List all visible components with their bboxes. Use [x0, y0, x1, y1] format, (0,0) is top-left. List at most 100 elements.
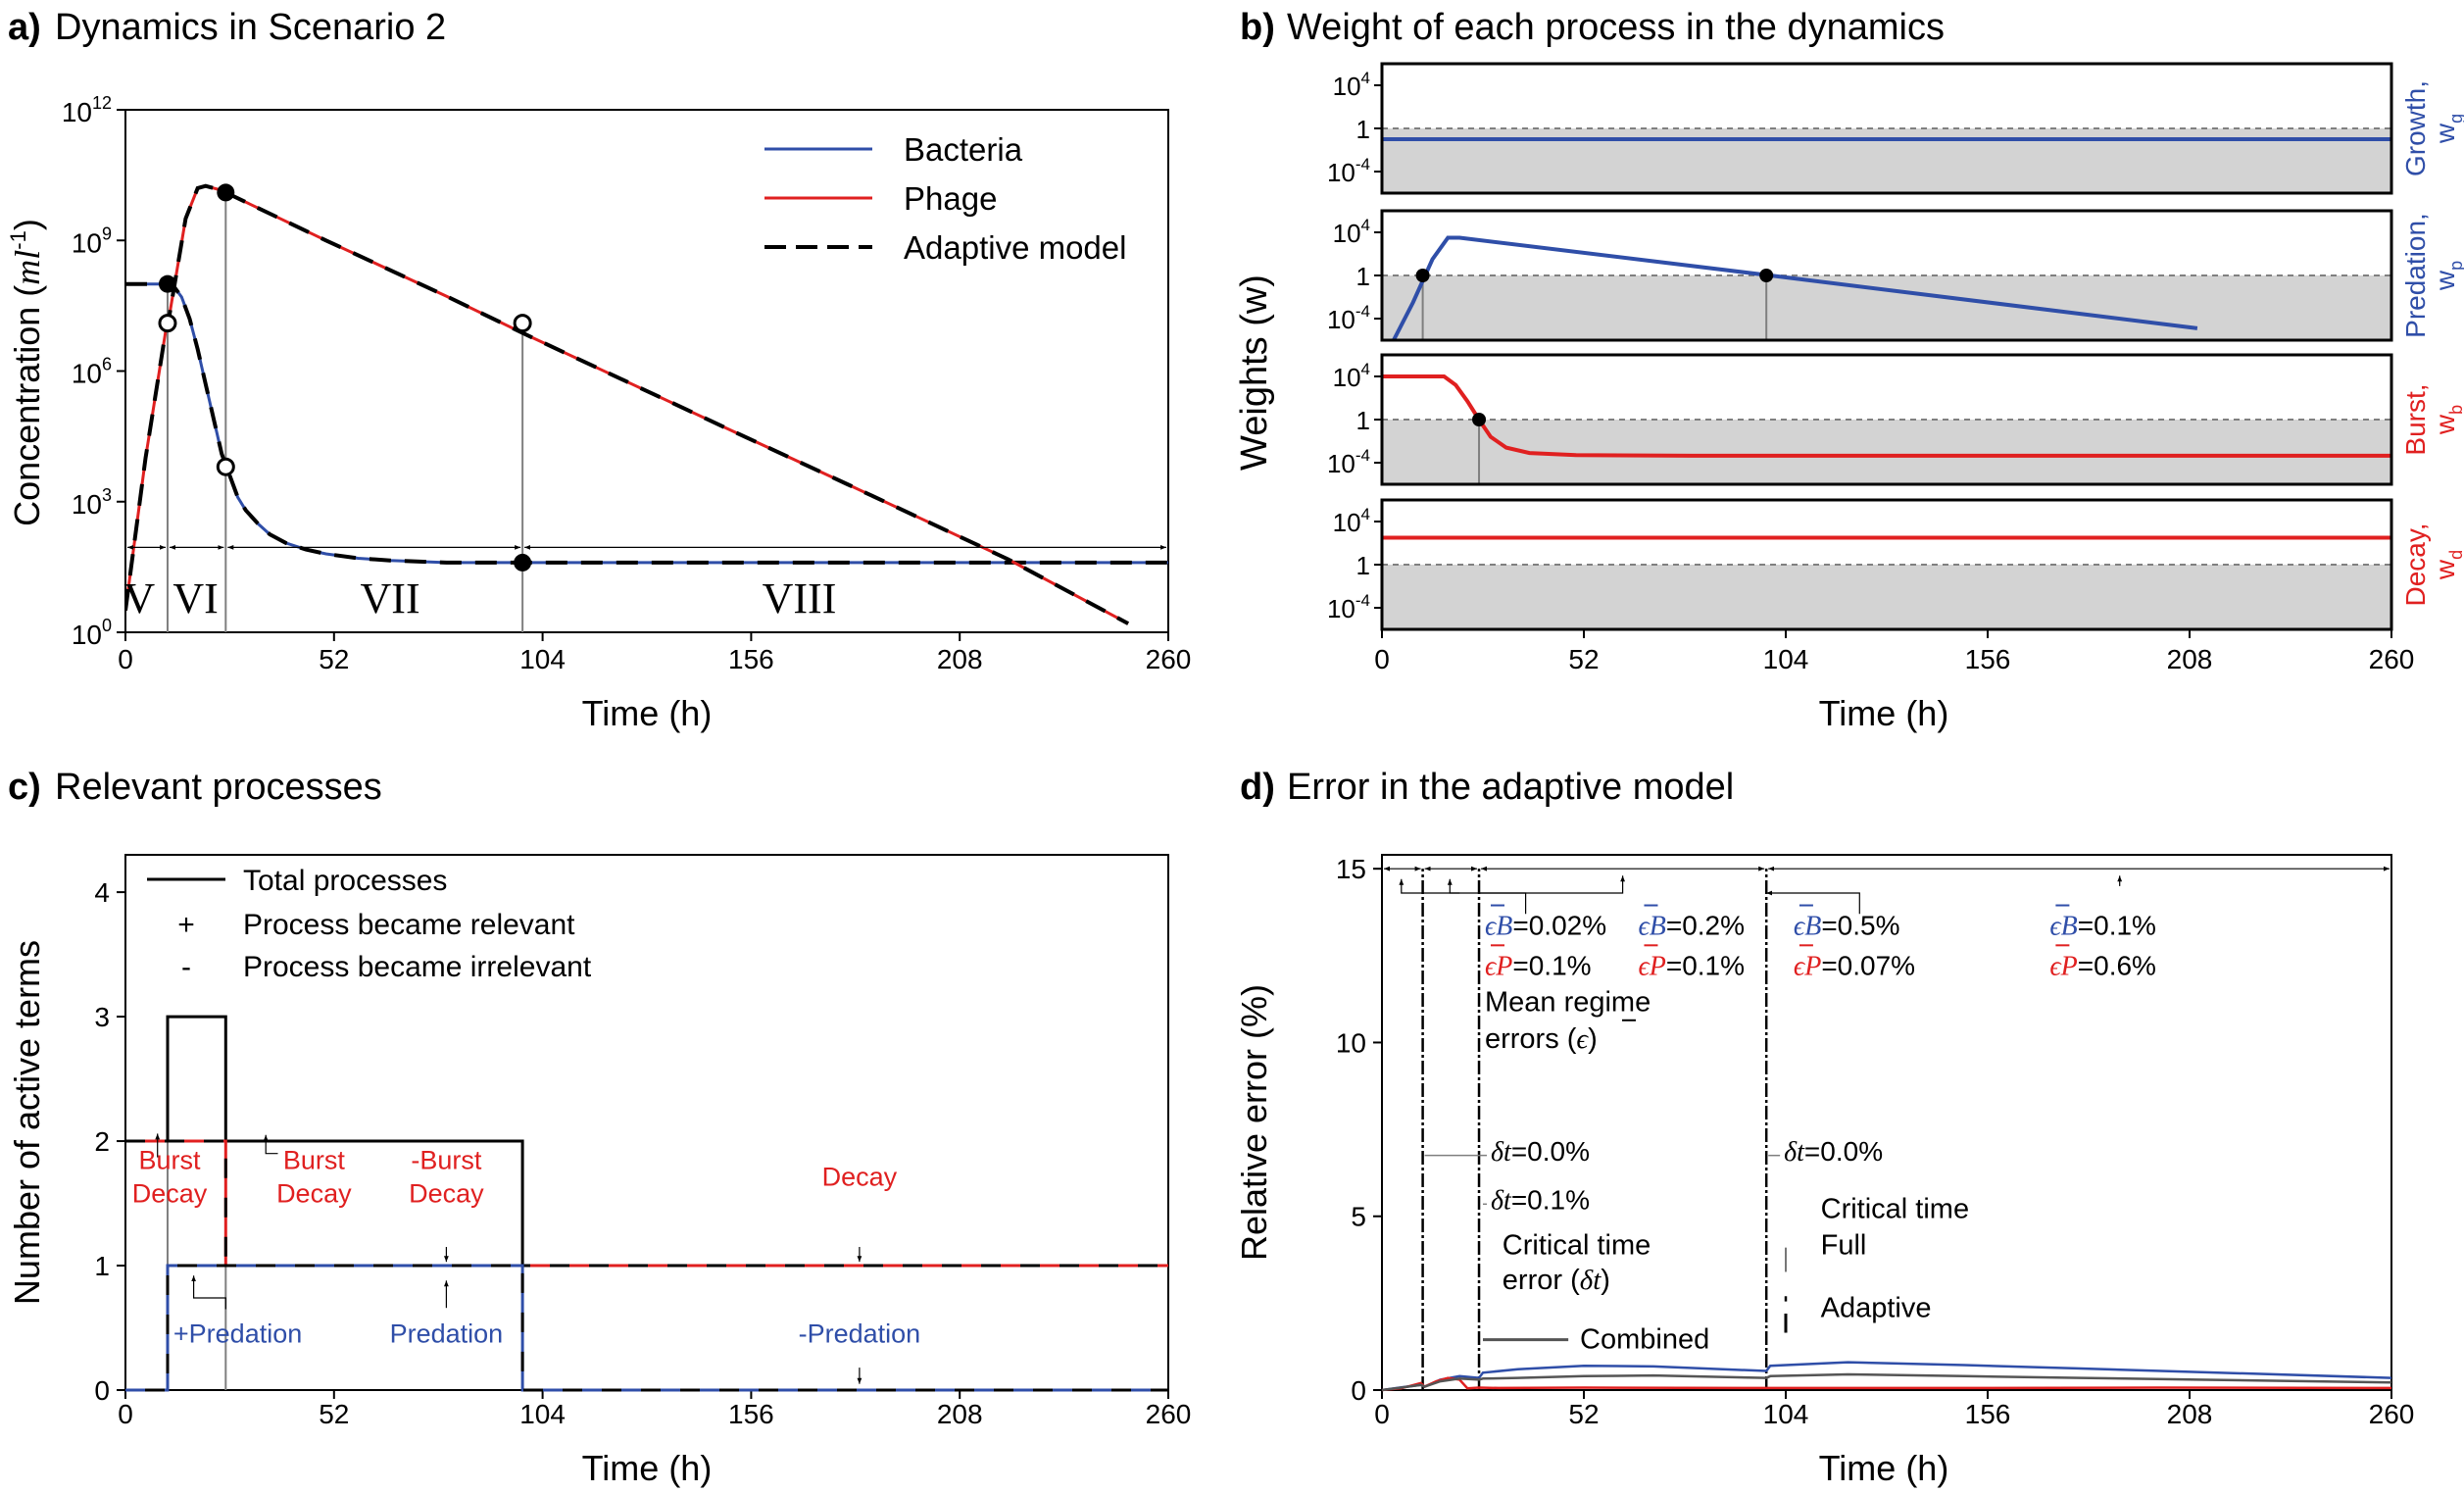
- c-phage-dash: [125, 1139, 1168, 1268]
- panel-c-title: Relevant processes: [55, 767, 382, 808]
- d-mean-error-p-0: ϵP=0.1%: [1485, 950, 1592, 981]
- b-process-label-2: Burst,wb: [2400, 383, 2464, 455]
- b-ytick-label-0-1: 1: [1356, 115, 1370, 144]
- a-xtick-label-4: 208: [937, 644, 983, 674]
- c-annotation-5-0: Predation: [390, 1319, 504, 1349]
- b-xtick-label-0: 0: [1374, 644, 1390, 674]
- d-ytick-label-1: 5: [1351, 1202, 1366, 1232]
- d-xtick-label-2: 104: [1763, 1399, 1809, 1429]
- b-ytick-label-3-2: 10-4: [1327, 591, 1370, 623]
- b-xtick-label-2: 104: [1763, 644, 1809, 674]
- a-open-marker-2: [513, 314, 532, 333]
- b-ytick-label-3-1: 1: [1356, 551, 1370, 580]
- c-xtick-label-5: 260: [1146, 1399, 1192, 1429]
- c-annotation-3-0: Decay: [822, 1163, 898, 1192]
- panel-d-label: d): [1240, 767, 1275, 808]
- c-xtick-label-3: 156: [728, 1399, 774, 1429]
- c-ytick-label-3: 3: [94, 1002, 110, 1032]
- d-ytick-label-3: 15: [1336, 854, 1366, 884]
- c-annotation-4-0: +Predation: [173, 1319, 302, 1349]
- a-adaptive-phage: [125, 183, 1130, 625]
- c-total-line: [125, 1015, 1168, 1268]
- legend-label-phage: Phage: [904, 180, 997, 217]
- c-annotation-1-0: Burst: [283, 1146, 346, 1175]
- d-mean-error-p-3: ϵP=0.6%: [2049, 950, 2156, 981]
- d-crit-adaptive-label: Adaptive: [1821, 1293, 1932, 1324]
- a-xtick-label-3: 156: [728, 644, 774, 674]
- legend-label-adaptive: Adaptive model: [904, 229, 1126, 266]
- a-solid-marker-0: [158, 274, 176, 293]
- d-connector-0: [1399, 878, 1527, 915]
- d-mean-error-b-0: ϵB=0.02%: [1485, 911, 1606, 942]
- b-ytick-label-1-0: 104: [1333, 216, 1370, 248]
- d-connector-3: [1766, 890, 1860, 915]
- a-xtick-label-5: 260: [1146, 644, 1192, 674]
- d-xtick-label-4: 208: [2167, 1399, 2213, 1429]
- a-adaptive-bacteria: [125, 281, 1168, 565]
- panel-c: c) Relevant processes 0 52 104 156 208 260 0 1 2…: [7, 767, 1191, 1488]
- d-crit-error-label-0: Critical time: [1503, 1230, 1651, 1262]
- a-ytick-label-1: 103: [72, 485, 112, 520]
- b-irrelevant-band-1: [1382, 275, 2391, 340]
- c-xtick-label-1: 52: [319, 1399, 349, 1429]
- c-ytick-label-1: 1: [94, 1251, 110, 1281]
- panel-a-frame: [124, 109, 1169, 633]
- b-irrelevant-band-3: [1382, 565, 2391, 629]
- c-xtick-label-0: 0: [118, 1399, 133, 1429]
- d-mean-regime-label-1: errors (ϵ): [1485, 1023, 1598, 1055]
- a-xtick-label-1: 52: [319, 644, 349, 674]
- d-critical-error-1: δt=0.1%: [1491, 1185, 1590, 1217]
- legend-label-total: Total processes: [243, 865, 447, 897]
- b-ytick-label-3-0: 104: [1333, 505, 1370, 537]
- b-ytick-label-2-1: 1: [1356, 406, 1370, 435]
- a-xtick-label-0: 0: [118, 644, 133, 674]
- legend-label-relevant: Process became relevant: [243, 909, 575, 941]
- legend-symbol-minus: -: [181, 951, 191, 983]
- a-ytick-label-2: 106: [72, 355, 112, 389]
- d-critical-error-0: δt=0.0%: [1491, 1136, 1590, 1168]
- panel-a-legend: Bacteria Phage Adaptive model: [764, 131, 1126, 266]
- d-ytick-label-2: 10: [1336, 1027, 1366, 1058]
- b-ytick-label-2-2: 10-4: [1327, 446, 1370, 478]
- b-ytick-label-0-0: 104: [1333, 69, 1370, 101]
- panel-d-xlabel: Time (h): [1819, 1448, 1949, 1488]
- c-annotation-0-1: Decay: [132, 1179, 208, 1209]
- a-regime-label-1: VI: [172, 574, 218, 622]
- b-marker-1-0: [1415, 269, 1430, 282]
- c-annotation-2-1: Decay: [409, 1179, 484, 1209]
- c-annotation-1-1: Decay: [276, 1179, 352, 1209]
- panel-a: a) Dynamics in Scenario 2 0 52 104 156 208 26…: [6, 7, 1191, 733]
- d-xtick-label-0: 0: [1374, 1399, 1390, 1429]
- panel-b-plot: 104 1 10-4 Growth,wg 104 1 10-4 Predation,wp 104…: [1327, 62, 2464, 674]
- c-annotation-0-0: Burst: [138, 1146, 201, 1175]
- d-crit-error-label-1: error (δt): [1503, 1265, 1610, 1296]
- d-ytick-label-0: 0: [1351, 1375, 1366, 1406]
- d-crit-full-label: Full: [1821, 1230, 1867, 1262]
- panel-b: b) Weight of each process in the dynamic…: [1234, 7, 2464, 733]
- d-mean-error-p-2: ϵP=0.07%: [1794, 950, 1915, 981]
- c-annotation-6-0: -Predation: [799, 1319, 921, 1349]
- c-ytick-label-4: 4: [94, 877, 110, 908]
- legend-symbol-plus: +: [177, 909, 195, 941]
- panel-a-ylabel: Concentration (ml-1): [6, 219, 47, 526]
- b-ytick-label-1-1: 1: [1356, 262, 1370, 291]
- panel-a-plot: 0 52 104 156 208 260 100 103 106 109 1012 V VI VII VII…: [62, 93, 1192, 674]
- panel-c-xlabel: Time (h): [582, 1448, 713, 1488]
- panel-c-label: c): [8, 767, 41, 808]
- d-mean-error-p-1: ϵP=0.1%: [1638, 950, 1745, 981]
- d-mean-error-b-1: ϵB=0.2%: [1638, 911, 1745, 942]
- a-series-group: [125, 183, 1168, 625]
- c-ytick-label-0: 0: [94, 1375, 110, 1406]
- b-weight-line-2: [1382, 374, 2391, 458]
- d-error-line-combined: [1381, 1372, 2392, 1392]
- panel-d-plot: 0 52 104 156 208 260 0 5 10 15 ϵB=0.02% ϵP=0.1% ϵB=0…: [1336, 854, 2415, 1429]
- b-marker-2-0: [1472, 413, 1487, 426]
- panel-a-xlabel: Time (h): [582, 693, 713, 733]
- legend-label-bacteria: Bacteria: [904, 131, 1023, 168]
- c-annotation-arrow-1: [263, 1134, 278, 1155]
- panel-a-title: Dynamics in Scenario 2: [55, 7, 446, 48]
- c-annotation-arrow-4: [191, 1275, 226, 1310]
- d-mean-error-b-2: ϵB=0.5%: [1794, 911, 1900, 942]
- a-series-bacteria: [125, 282, 1168, 565]
- d-crit-time-label: Critical time: [1821, 1194, 1969, 1225]
